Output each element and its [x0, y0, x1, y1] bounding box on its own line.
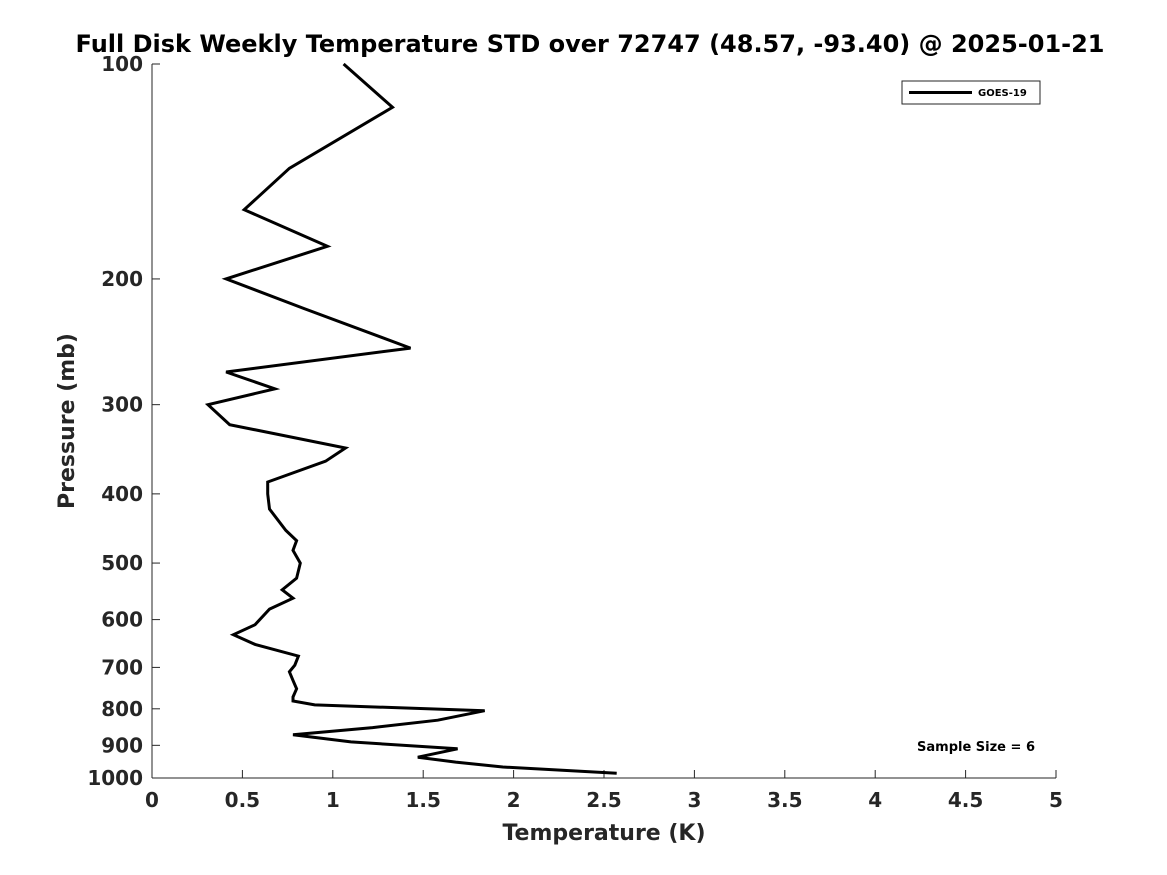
legend-label-goes-19: GOES-19 — [978, 88, 1027, 99]
x-tick-label: 0 — [145, 788, 159, 812]
y-tick-label: 600 — [101, 608, 143, 632]
x-tick-label: 1.5 — [405, 788, 440, 812]
y-tick-label: 100 — [101, 52, 143, 76]
x-tick-label: 4 — [868, 788, 882, 812]
chart-title: Full Disk Weekly Temperature STD over 72… — [76, 30, 1105, 58]
x-tick-label: 2.5 — [586, 788, 621, 812]
legend: GOES-19 — [901, 80, 1041, 105]
y-tick-label: 1000 — [87, 766, 143, 790]
y-tick-label: 900 — [101, 733, 143, 757]
y-tick-label: 700 — [101, 655, 143, 679]
y-tick-label: 400 — [101, 482, 143, 506]
x-tick-label: 1 — [326, 788, 340, 812]
series-layer — [204, 62, 617, 775]
x-tick-label: 5 — [1049, 788, 1063, 812]
y-axis-label: Pressure (mb) — [55, 333, 80, 509]
series-line-goes-19 — [204, 62, 617, 775]
x-tick-label: 0.5 — [225, 788, 260, 812]
plot-area — [151, 64, 1056, 779]
x-tick-label: 2 — [507, 788, 521, 812]
x-tick-label: 4.5 — [948, 788, 983, 812]
x-tick-label: 3 — [687, 788, 701, 812]
x-axis-label: Temperature (K) — [502, 821, 705, 846]
plot-background — [152, 64, 1056, 778]
y-tick-label: 200 — [101, 267, 143, 291]
x-tick-label: 3.5 — [767, 788, 802, 812]
y-tick-label: 500 — [101, 551, 143, 575]
x-axis-ticks: 0 0.5 1 1.5 2 2.5 3 3.5 4 4.5 5 — [145, 770, 1063, 812]
y-tick-label: 800 — [101, 697, 143, 721]
y-tick-label: 300 — [101, 393, 143, 417]
sample-size-annotation: Sample Size = 6 — [917, 740, 1035, 755]
y-axis-ticks: 100 200 300 400 500 600 700 800 900 1000 — [87, 52, 160, 790]
